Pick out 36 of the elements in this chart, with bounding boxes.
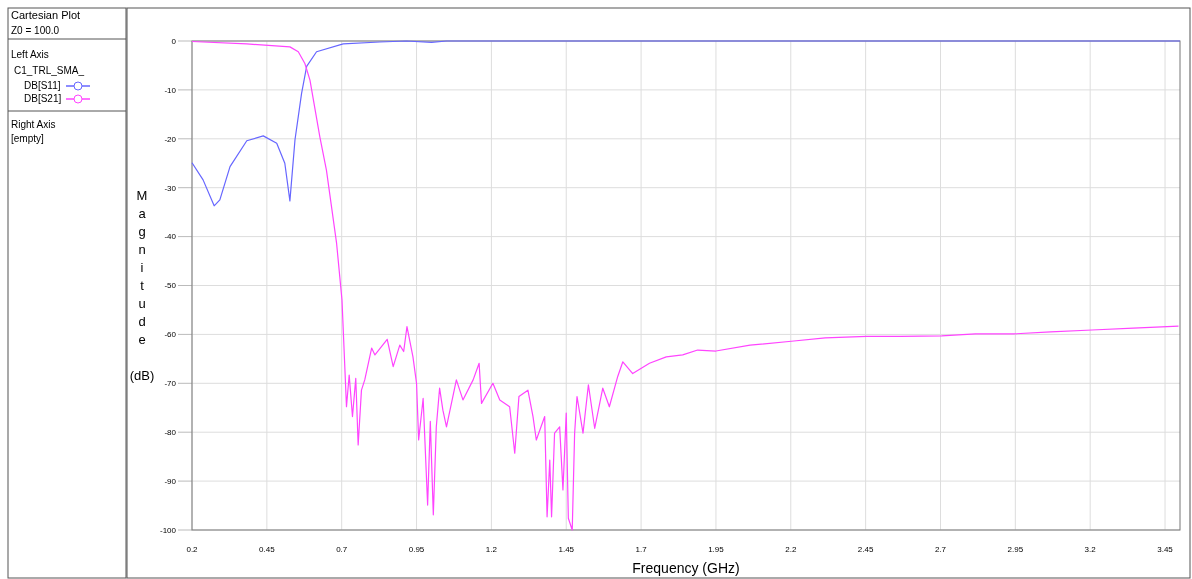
- y-tick-label: -60: [164, 330, 177, 340]
- x-tick-label: 2.95: [1007, 545, 1024, 554]
- x-tick-label: 1.7: [635, 545, 648, 554]
- y-tick-label: -20: [164, 134, 177, 144]
- x-tick-label: 1.2: [485, 545, 498, 554]
- y-tick-label: -70: [164, 379, 177, 389]
- x-axis-title: Frequency (GHz): [632, 560, 740, 576]
- x-tick-label: 0.7: [336, 545, 348, 554]
- x-tick-label: 3.2: [1084, 545, 1097, 554]
- text: Cartesian Plot: [11, 9, 81, 21]
- legend-title: C1_TRL_SMA_: [14, 65, 85, 76]
- x-tick-label: 1.95: [708, 545, 725, 554]
- y-tick-label: -80: [164, 428, 177, 437]
- x-tick-label: 0.95: [408, 545, 425, 554]
- y-tick-label: -10: [164, 85, 177, 95]
- x-tick-label: 3.45: [1157, 545, 1174, 554]
- x-tick-label: 0.2: [186, 545, 199, 554]
- x-tick-label: 2.45: [857, 545, 874, 554]
- text: Magnitude (dB): [129, 188, 155, 383]
- y-tick-label: -30: [164, 183, 177, 193]
- y-tick-label: -100: [159, 525, 177, 535]
- y-tick-label: -40: [164, 232, 177, 242]
- y-tick-label: -50: [164, 281, 177, 291]
- text: [empty]: [11, 133, 45, 144]
- x-tick-label: 1.45: [558, 545, 575, 554]
- legend-label: DB[S11]: [24, 80, 61, 91]
- legend-label: DB[S21]: [24, 93, 62, 104]
- y-tick-label: 0: [171, 36, 177, 46]
- x-tick-label: 2.7: [934, 545, 947, 554]
- text: Z0 = 100.0: [11, 25, 60, 36]
- x-tick-label: 0.45: [259, 545, 276, 554]
- text: Right Axis: [11, 119, 56, 130]
- line-series: [191, 40, 1180, 531]
- text: Left Axis: [11, 49, 49, 60]
- x-tick-label: 2.2: [785, 545, 797, 554]
- y-tick-label: -90: [164, 476, 177, 486]
